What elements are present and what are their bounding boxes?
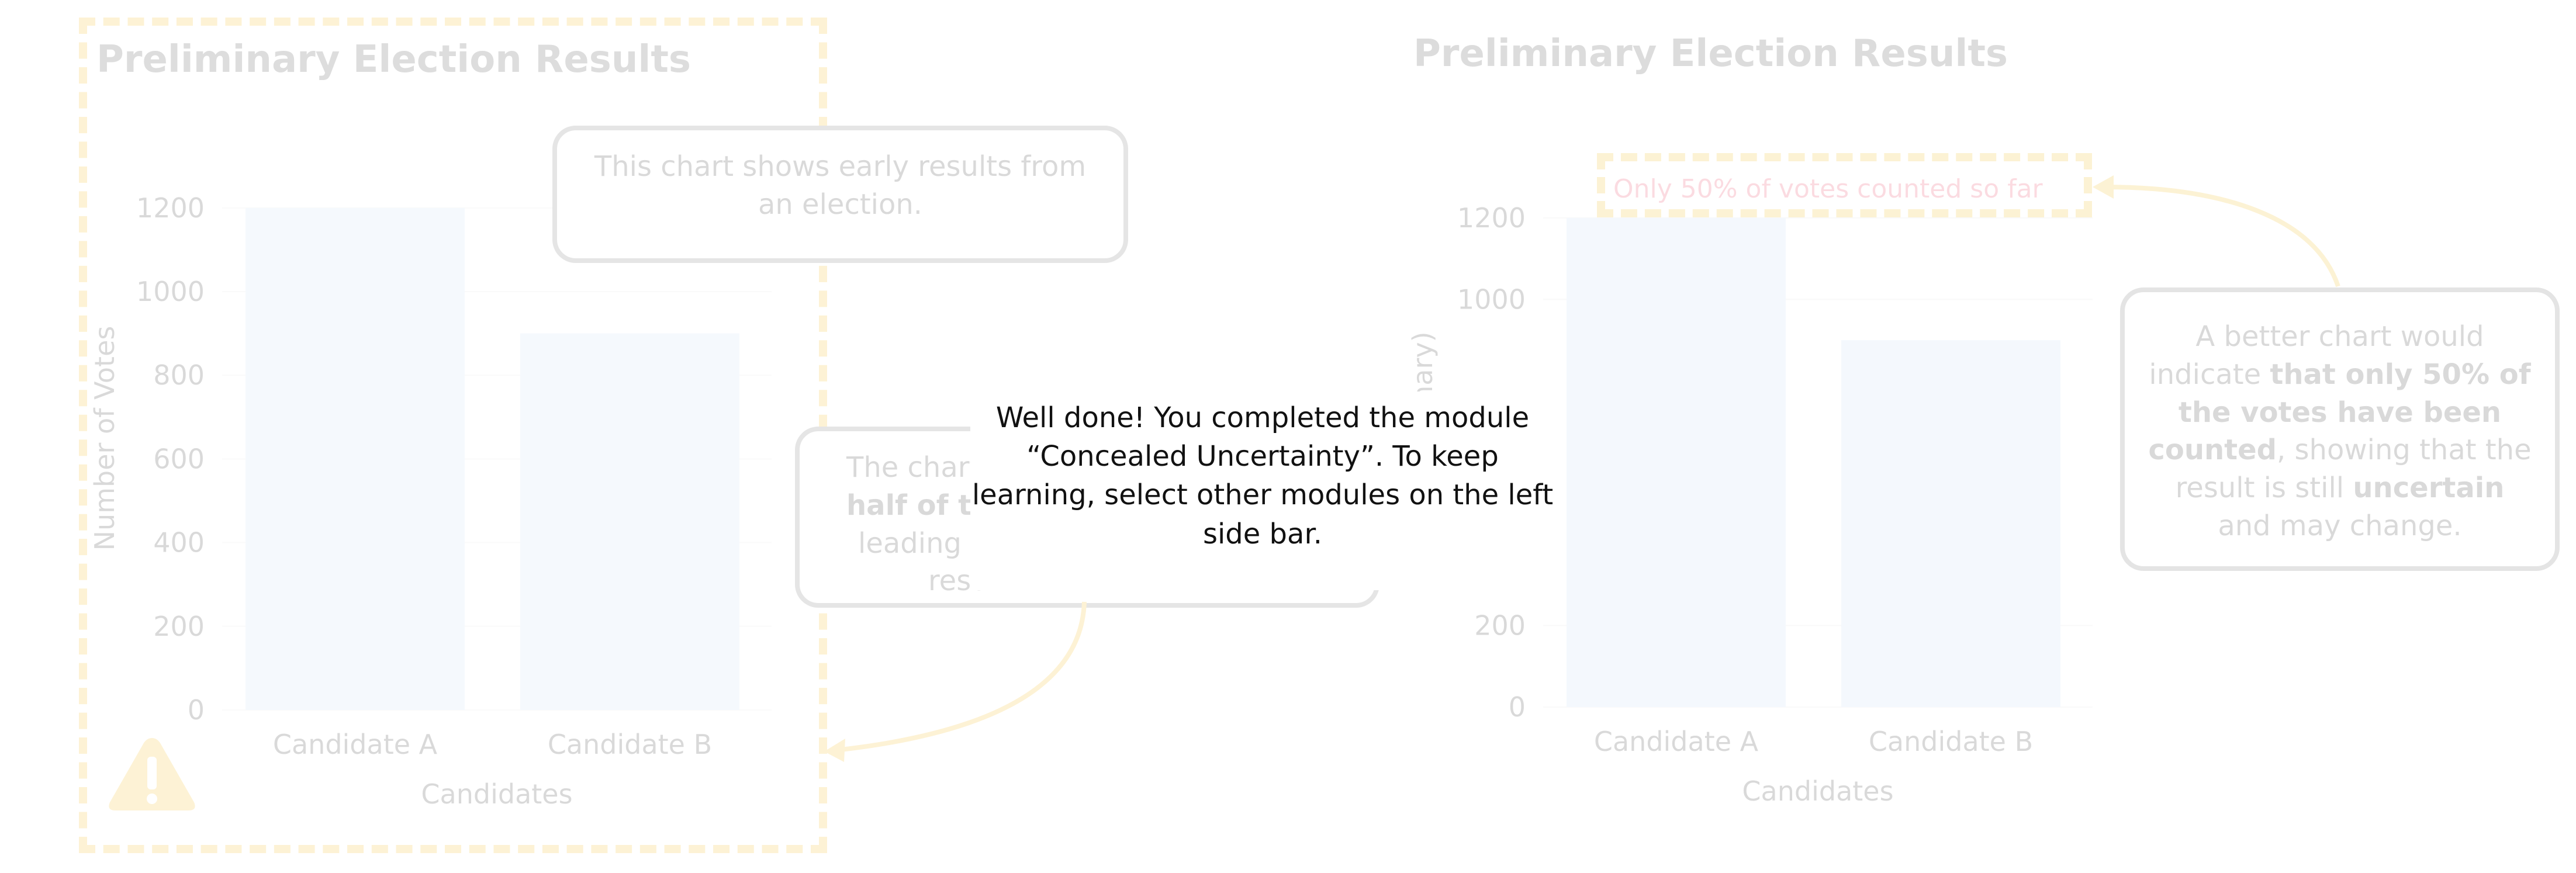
y-tick-label: 0: [1509, 691, 1526, 723]
warning-triangle-icon: [105, 733, 199, 815]
left-arrow: [824, 601, 1087, 762]
votes-counted-note: Only 50% of votes counted so far: [1597, 153, 2092, 217]
y-tick-label: 0: [188, 694, 205, 726]
y-tick-label: 1000: [1457, 283, 1526, 315]
left-callout-line4: resu: [928, 564, 989, 598]
x-tick-label: Candidate B: [1869, 726, 2033, 757]
right-callout-better-chart: A better chart would indicate that only …: [2120, 287, 2560, 571]
left-callout-line2: half of th: [846, 489, 992, 522]
y-tick-label: 1200: [1457, 202, 1526, 234]
y-tick-label: 600: [153, 443, 205, 474]
x-tick-label: Candidate B: [548, 729, 712, 760]
y-axis-label: Number of Votes: [89, 326, 120, 551]
left-chart-svg: 0 200 400 600 800 1000 1200 Candidate A Candidat…: [89, 192, 772, 810]
right-bar-chart: 0 200 1000 1200 Candidate A Candidate B Candid…: [1391, 146, 2122, 836]
y-tick-label: 400: [153, 527, 205, 559]
bar-candidate-b: [1841, 340, 2060, 707]
right-arrow: [2093, 175, 2340, 287]
right-chart-svg: 0 200 1000 1200 Candidate A Candidate B Candid…: [1407, 202, 2093, 807]
left-callout-line3: leading v: [858, 526, 987, 560]
y-tick-label: 200: [153, 611, 205, 642]
x-axis-label: Candidates: [1742, 775, 1893, 807]
module-complete-message: Well done! You completed the module “Con…: [970, 392, 1555, 590]
bar-candidate-a: [1567, 217, 1786, 707]
left-callout-line1: The chart: [846, 451, 981, 484]
right-chart-panel: Preliminary Election Results 0 200 1000 120…: [1391, 0, 2576, 873]
x-tick-label: Candidate A: [273, 729, 438, 760]
right-chart-title: Preliminary Election Results: [1413, 32, 2008, 75]
bar-candidate-a: [246, 207, 465, 710]
left-bar-chart: 0 200 400 600 800 1000 1200 Candidate A Candidat…: [88, 146, 789, 836]
x-tick-label: Candidate A: [1594, 726, 1759, 757]
y-tick-label: 1000: [136, 276, 205, 307]
left-callout-intro: This chart shows early results from an e…: [552, 126, 1128, 263]
x-axis-label: Candidates: [421, 778, 572, 810]
bar-candidate-b: [520, 333, 739, 710]
y-tick-label: 1200: [136, 192, 205, 224]
left-chart-title: Preliminary Election Results: [96, 38, 691, 81]
left-highlight-frame: [79, 18, 827, 853]
y-tick-label: 800: [153, 359, 205, 391]
y-tick-label: 200: [1474, 609, 1526, 641]
